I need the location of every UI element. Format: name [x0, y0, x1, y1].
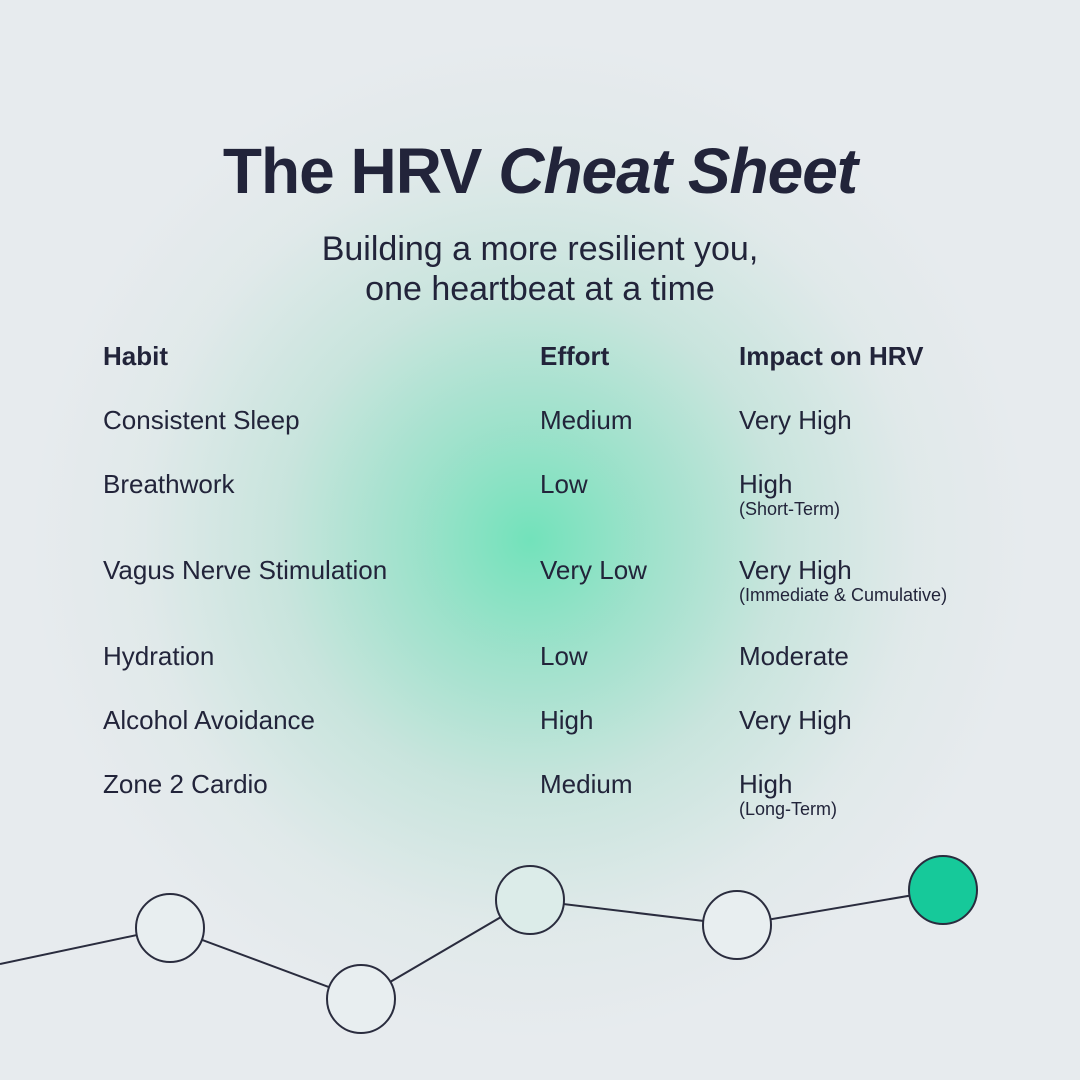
impact-value: Very High	[739, 705, 852, 735]
impact-cell: Very High	[739, 704, 852, 736]
effort-cell: Low	[540, 469, 588, 499]
impact-value: Moderate	[739, 641, 849, 671]
impact-note: (Short-Term)	[739, 499, 841, 519]
impact-note: (Long-Term)	[739, 799, 838, 819]
impact-value: Very High	[739, 555, 852, 585]
node-circle-highlight	[908, 855, 978, 925]
habit-cell: Breathwork	[103, 469, 235, 499]
effort-cell: Medium	[540, 769, 633, 799]
node-circle	[495, 865, 565, 935]
impact-cell: High (Long-Term)	[739, 768, 837, 818]
habit-cell: Vagus Nerve Stimulation	[103, 555, 388, 585]
impact-note: (Immediate & Cumulative)	[739, 585, 948, 605]
effort-cell: Low	[540, 641, 588, 671]
subtitle: Building a more resilient you, one heart…	[0, 229, 1080, 309]
title-main: The HRV	[222, 135, 483, 207]
page-title: The HRV Cheat Sheet	[0, 135, 1080, 207]
impact-value: Very High	[739, 405, 852, 435]
impact-value: High	[739, 769, 793, 799]
impact-value: High	[739, 469, 793, 499]
effort-cell: Very Low	[540, 555, 647, 585]
header-effort: Effort	[540, 341, 610, 371]
subtitle-line-2: one heartbeat at a time	[365, 270, 715, 308]
node-circle	[135, 893, 205, 963]
impact-cell: Very High	[739, 404, 852, 436]
node-circle	[702, 890, 772, 960]
title-emphasis: Cheat Sheet	[498, 135, 858, 207]
effort-cell: High	[540, 705, 594, 735]
effort-cell: Medium	[540, 405, 633, 435]
header-impact: Impact on HRV	[739, 341, 924, 371]
impact-cell: High (Short-Term)	[739, 468, 840, 518]
impact-cell: Very High (Immediate & Cumulative)	[739, 554, 947, 604]
habit-cell: Alcohol Avoidance	[103, 705, 316, 735]
node-circle	[326, 964, 396, 1034]
subtitle-line-1: Building a more resilient you,	[321, 230, 759, 268]
habit-cell: Zone 2 Cardio	[103, 769, 268, 799]
impact-cell: Moderate	[739, 640, 849, 672]
header-habit: Habit	[103, 341, 168, 371]
habit-cell: Consistent Sleep	[103, 405, 300, 435]
habit-cell: Hydration	[103, 641, 215, 671]
